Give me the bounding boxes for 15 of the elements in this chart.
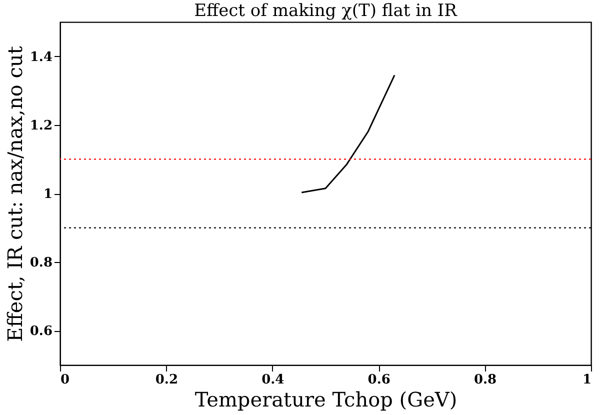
x-tick-label: 1 <box>582 372 592 388</box>
y-tick-label: 1.4 <box>30 50 52 65</box>
y-tick-label: 0.6 <box>30 324 52 340</box>
y-axis-title: Effect, IR cut: nax/nax,no cut <box>2 46 27 342</box>
y-tick-label: 1 <box>43 187 52 202</box>
x-tick-label: 0.4 <box>262 372 284 388</box>
y-tick-label: 1.2 <box>30 118 52 134</box>
chart-title: Effect of making χ(T) flat in IR <box>194 1 458 21</box>
y-tick-label: 0.8 <box>30 256 52 271</box>
x-tick-label: 0.2 <box>155 372 178 388</box>
x-axis-title: Temperature Tchop (GeV) <box>194 388 458 412</box>
x-tick-label: 0.8 <box>474 372 497 388</box>
x-tick-label: 0 <box>60 372 70 388</box>
line-series <box>300 74 396 194</box>
x-tick-label: 0.6 <box>368 372 390 388</box>
